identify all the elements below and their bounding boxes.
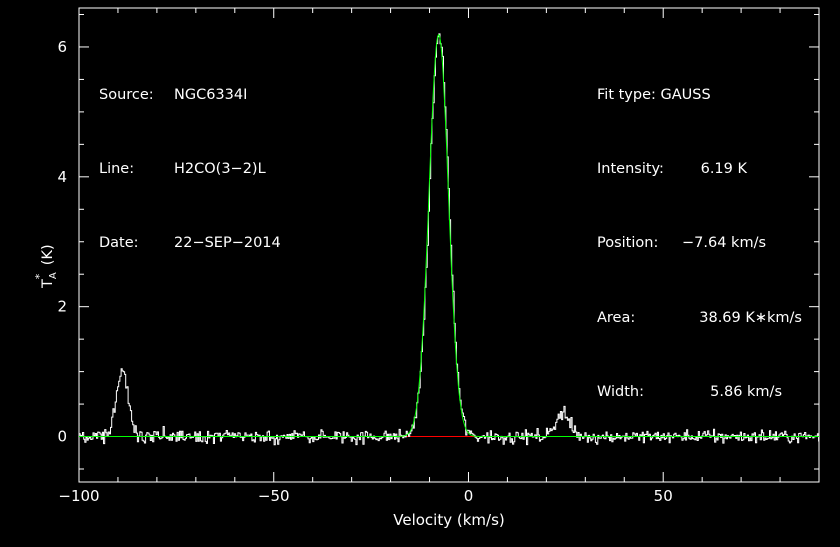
y-tick-label: 2 (57, 298, 67, 316)
line-value: H2CO(3−2)L (174, 160, 266, 177)
width-value: 5.86 km/s (710, 384, 782, 401)
source-value: NGC6334I (174, 86, 248, 103)
position-value: −7.64 km/s (682, 235, 767, 252)
y-tick-label: 6 (57, 38, 67, 56)
x-tick-label: −50 (258, 487, 290, 505)
x-tick-label: 0 (464, 487, 474, 505)
y-tick-label: 0 (57, 428, 67, 446)
y-axis-label: TA* (K) (33, 244, 59, 289)
observation-info: Source: NGC6334I Line: H2CO(3−2)L Date: 22−… (99, 33, 281, 281)
source-label: Source: (99, 86, 154, 103)
fit-type-value: GAUSS (660, 86, 711, 103)
date-label: Date: (99, 235, 139, 252)
plot-frame (78, 7, 820, 483)
area-label: Area: (597, 309, 636, 326)
gaussian-fit-line (79, 34, 819, 437)
fit-info: Fit type: GAUSS Intensity: 6.19 K Positio… (597, 33, 802, 430)
intensity-label: Intensity: (597, 160, 664, 177)
svg-text:TA* (K): TA* (K) (33, 244, 59, 289)
line-label: Line: (99, 160, 135, 177)
fit-type-label: Fit type: (597, 86, 656, 103)
tick-labels: −100 −50 0 50 0 2 4 6 (57, 38, 672, 505)
x-tick-label: 50 (654, 487, 673, 505)
position-label: Position: (597, 235, 659, 252)
x-tick-label: −100 (58, 487, 99, 505)
intensity-value: 6.19 K (700, 160, 747, 177)
width-label: Width: (597, 384, 645, 401)
area-value: 38.69 K∗km/s (699, 309, 802, 326)
date-value: 22−SEP−2014 (174, 235, 281, 252)
y-tick-label: 4 (57, 168, 67, 186)
x-axis-label: Velocity (km/s) (393, 511, 504, 529)
